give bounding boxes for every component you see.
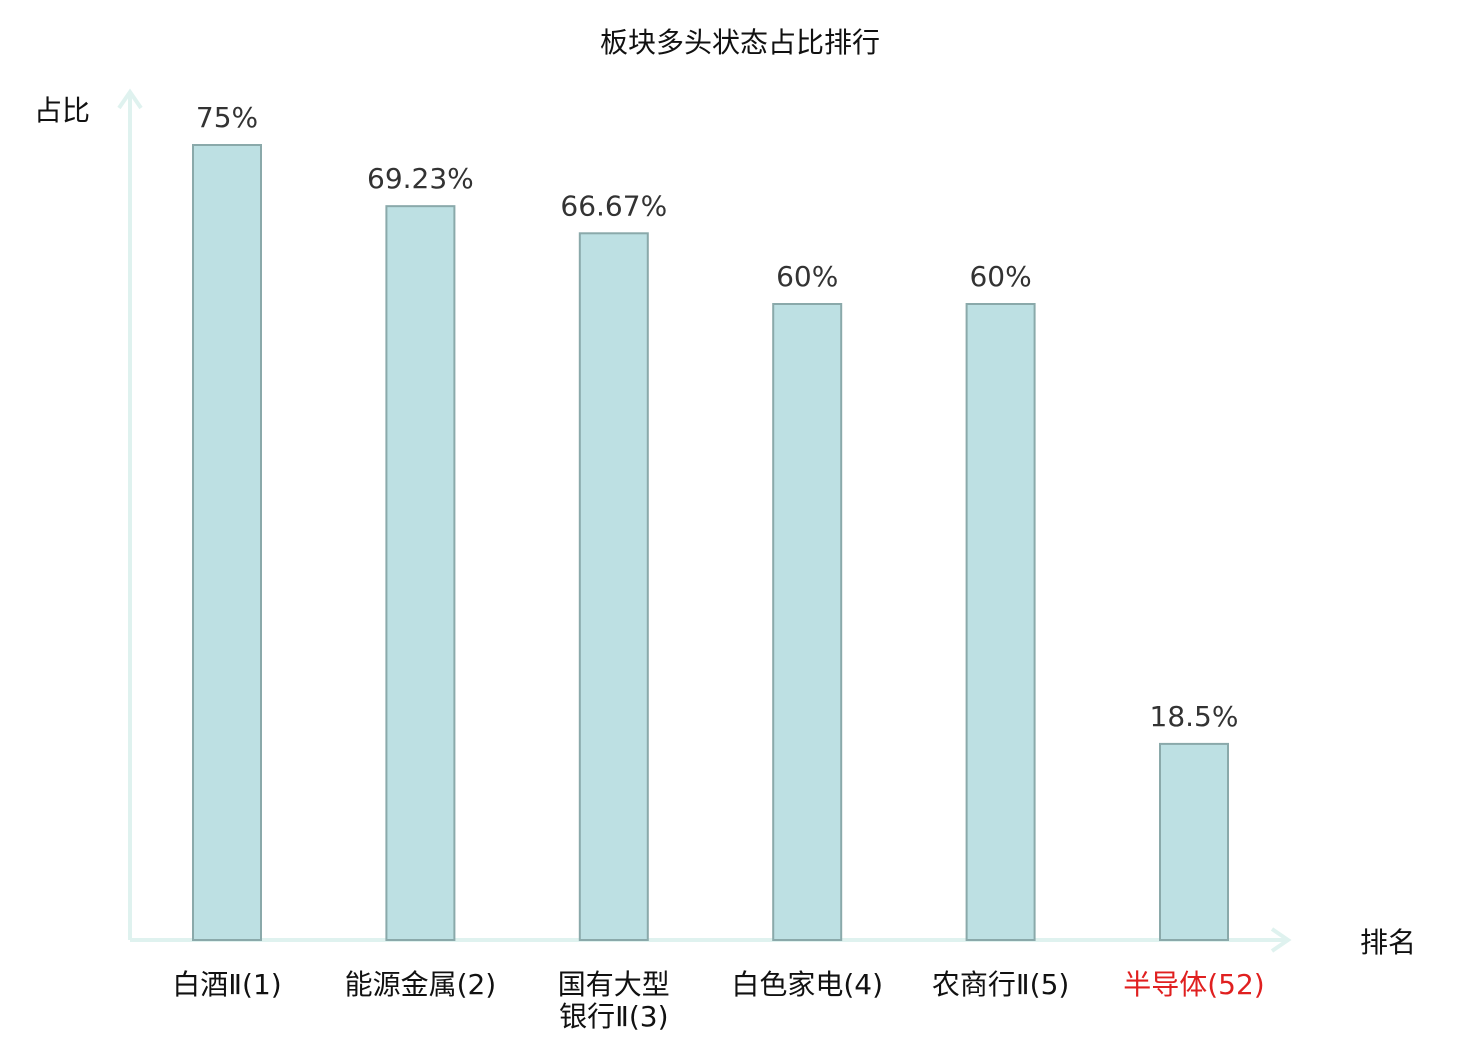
category-label-6: 半导体(52): [1123, 968, 1264, 1001]
category-label-3-line-2: 银行Ⅱ(3): [559, 1000, 668, 1033]
bar-2: [385, 205, 456, 942]
y-axis-arrow-icon: [117, 88, 143, 110]
x-axis-label: 排名: [1360, 926, 1416, 959]
chart-title: 板块多头状态占比排行: [600, 26, 880, 59]
y-axis-label: 占比: [34, 94, 90, 127]
value-label-5: 60%: [969, 260, 1031, 293]
category-label-3-line-1: 国有大型: [558, 968, 670, 1001]
value-label-3: 66.67%: [560, 189, 667, 222]
bar-6: [1159, 742, 1229, 942]
value-label-6: 18.5%: [1150, 700, 1239, 733]
bar-1: [192, 144, 262, 941]
value-label-4: 60%: [776, 260, 838, 293]
x-axis-arrow-icon: [1270, 927, 1292, 953]
category-label-2: 能源金属(2): [345, 968, 497, 1001]
category-label-4: 白色家电(4): [731, 968, 883, 1001]
bar-5: [965, 303, 1036, 941]
bar-3: [578, 232, 649, 942]
bar-4: [772, 303, 843, 941]
value-label-2: 69.23%: [367, 162, 474, 195]
category-label-1: 白酒Ⅱ(1): [172, 968, 281, 1001]
category-label-5: 农商行Ⅱ(5): [932, 968, 1069, 1001]
value-label-1: 75%: [196, 101, 258, 134]
